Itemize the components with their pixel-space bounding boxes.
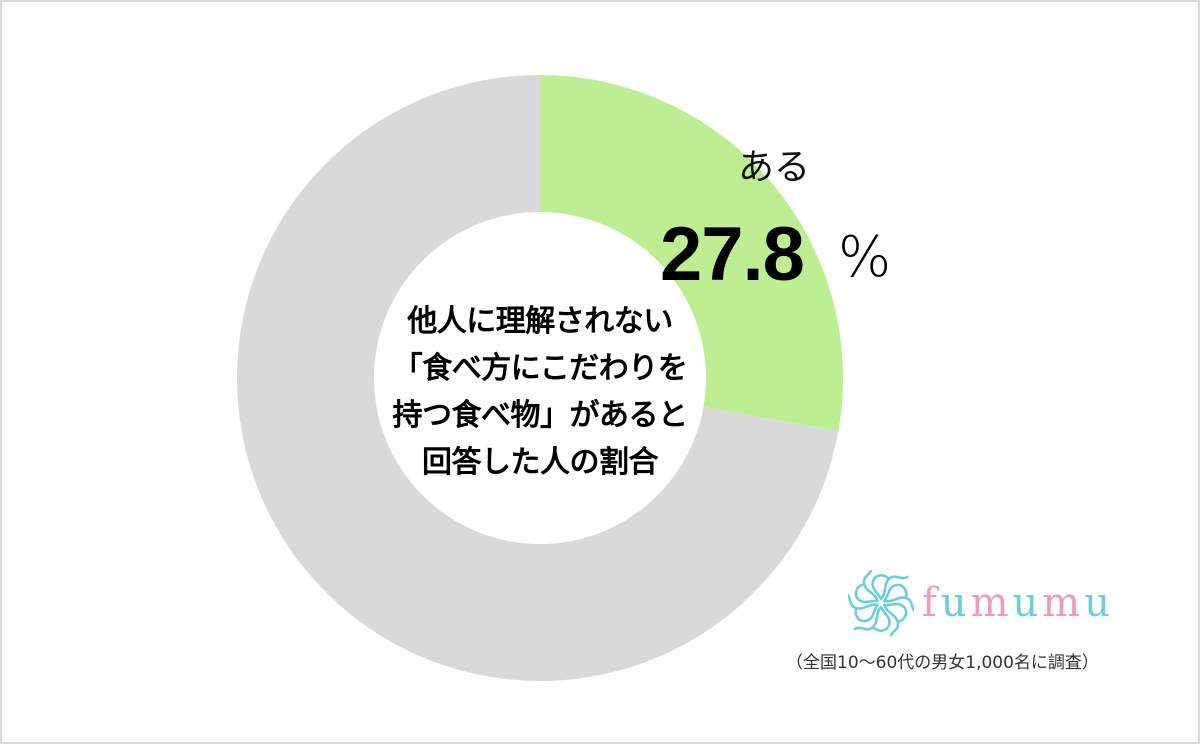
survey-footnote: （全国10～60代の男女1,000名に調査） bbox=[786, 653, 1099, 673]
donut-slice bbox=[237, 75, 839, 681]
brand-letter: u bbox=[1084, 580, 1114, 626]
donut-slice bbox=[540, 75, 843, 432]
slice-percentage: 27.8 bbox=[660, 212, 805, 297]
brand-logo: fumumu bbox=[848, 568, 1114, 638]
brand-letter: m bbox=[1042, 580, 1085, 626]
chart-title-line: 「食べ方にこだわりを bbox=[392, 351, 688, 386]
chart-title: 他人に理解されない 「食べ方にこだわりを 持つ食べ物」があると 回答した人の割合 bbox=[374, 298, 706, 486]
chart-title-line: 持つ食べ物」があると bbox=[392, 398, 689, 433]
brand-name: fumumu bbox=[922, 580, 1114, 626]
brand-letter: u bbox=[940, 580, 971, 626]
brand-letter: f bbox=[922, 580, 941, 626]
chart-title-line: 他人に理解されない bbox=[407, 304, 673, 339]
flower-logo-icon bbox=[848, 570, 914, 636]
chart-title-line: 回答した人の割合 bbox=[422, 445, 659, 480]
brand-letter: m bbox=[970, 580, 1013, 626]
slice-label: ある bbox=[738, 147, 811, 188]
brand-letter: u bbox=[1012, 580, 1043, 626]
slice-unit: % bbox=[838, 225, 892, 290]
